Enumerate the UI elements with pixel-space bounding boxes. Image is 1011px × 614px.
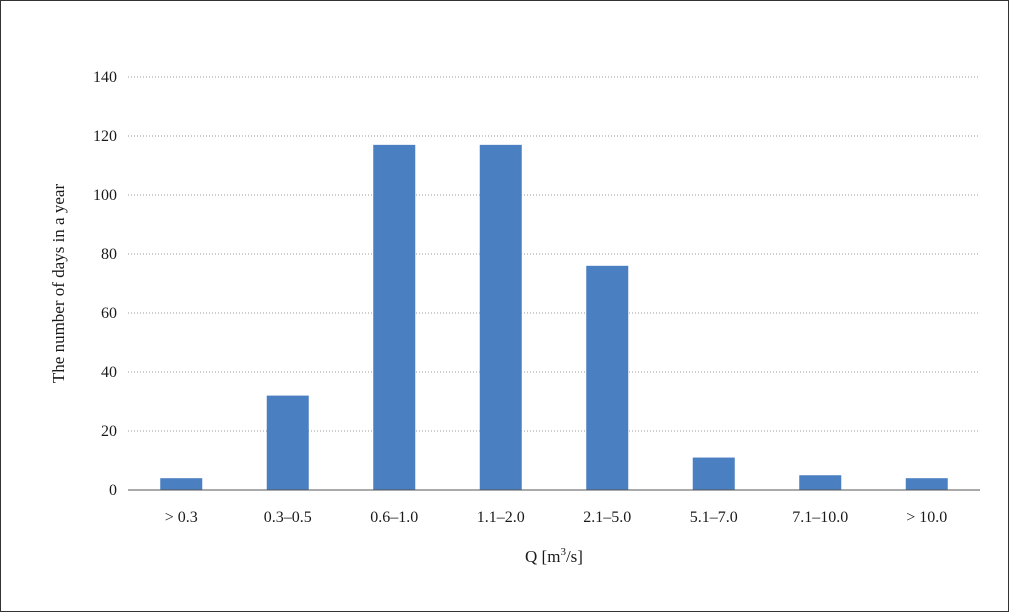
bars xyxy=(160,144,948,490)
bar xyxy=(160,478,203,490)
x-tick-label: 0.3–0.5 xyxy=(264,509,312,526)
y-tick-label: 80 xyxy=(101,246,117,263)
bar xyxy=(373,144,416,490)
y-axis-title: The number of days in a year xyxy=(49,184,68,384)
y-tick-label: 120 xyxy=(93,128,117,145)
bar xyxy=(905,478,948,490)
y-tick-label: 20 xyxy=(101,423,117,440)
x-axis-title-prefix: Q [m xyxy=(525,547,560,566)
bar xyxy=(266,395,309,490)
x-tick-label: 7.1–10.0 xyxy=(792,509,848,526)
y-tick-label: 100 xyxy=(93,187,117,204)
y-tick-label: 140 xyxy=(93,69,117,86)
x-tick-labels: > 0.3 0.3–0.5 0.6–1.0 1.1–2.0 2.1–5.0 5.1–7.0… xyxy=(165,509,948,526)
gridlines xyxy=(128,76,980,432)
bar xyxy=(799,475,842,490)
x-tick-label: 1.1–2.0 xyxy=(477,509,525,526)
x-tick-label: > 0.3 xyxy=(165,509,198,526)
x-axis-title: Q [m3/s] xyxy=(525,546,583,566)
bar xyxy=(479,144,522,490)
bar xyxy=(586,265,629,490)
y-tick-label: 60 xyxy=(101,305,117,322)
x-tick-label: 0.6–1.0 xyxy=(370,509,418,526)
x-axis-title-superscript: 3 xyxy=(560,546,566,558)
y-tick-label: 40 xyxy=(101,364,117,381)
x-axis-title-suffix: /s] xyxy=(566,547,583,566)
x-tick-label: 2.1–5.0 xyxy=(583,509,631,526)
y-tick-label: 0 xyxy=(109,482,117,499)
x-tick-label: 5.1–7.0 xyxy=(690,509,738,526)
bar xyxy=(692,457,735,490)
y-tick-labels: 0 20 40 60 80 100 120 140 xyxy=(93,69,117,499)
x-tick-label: > 10.0 xyxy=(906,509,947,526)
